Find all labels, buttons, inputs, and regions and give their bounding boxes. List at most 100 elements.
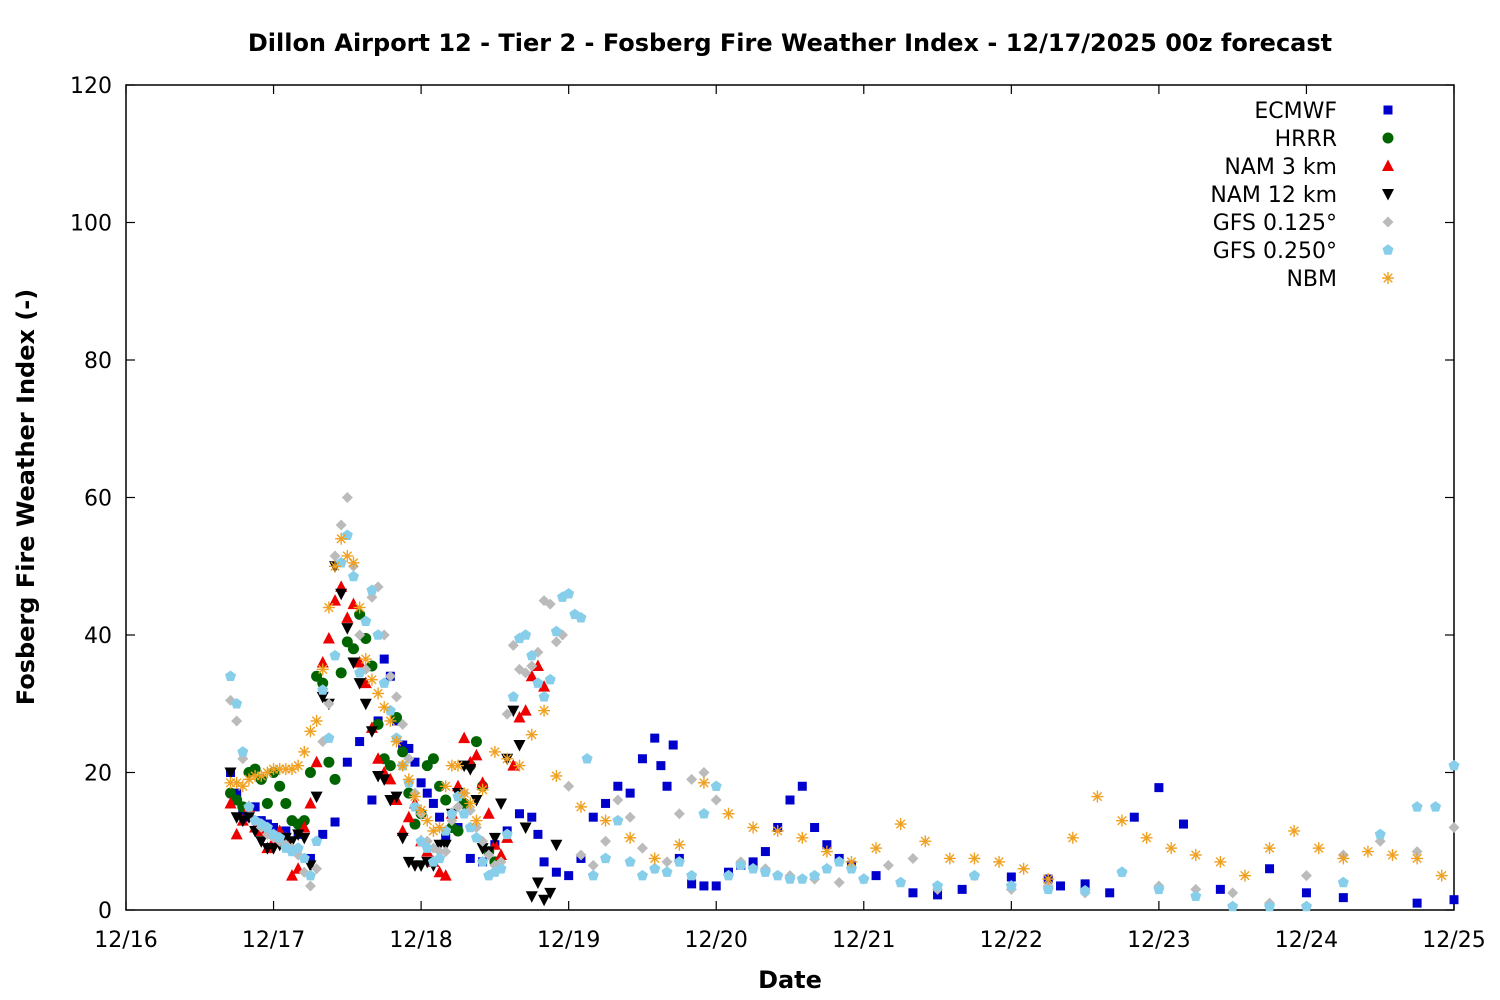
legend-label: GFS 0.250°	[1213, 239, 1337, 264]
data-point	[311, 863, 323, 875]
data-point	[396, 759, 409, 772]
data-point	[408, 790, 421, 803]
data-point	[550, 769, 563, 782]
data-point	[661, 856, 673, 868]
data-point	[433, 821, 446, 834]
data-point	[261, 821, 273, 833]
x-tick-label: 12/19	[537, 928, 600, 953]
data-point	[409, 801, 421, 812]
chart-title: Dillon Airport 12 - Tier 2 - Fosberg Fir…	[248, 29, 1332, 57]
data-point	[365, 726, 378, 738]
legend-label: NAM 12 km	[1210, 183, 1337, 208]
data-point	[575, 612, 587, 623]
data-point	[269, 823, 279, 832]
data-point	[298, 815, 310, 827]
data-point	[427, 753, 439, 765]
data-point	[329, 773, 341, 785]
data-point	[355, 737, 365, 747]
data-point	[519, 704, 532, 716]
data-point	[538, 894, 551, 907]
data-point	[871, 871, 881, 881]
data-point	[354, 667, 366, 678]
data-point	[507, 705, 520, 718]
data-point	[335, 667, 347, 679]
data-point	[231, 697, 243, 709]
y-tick-label: 40	[84, 624, 112, 649]
data-point	[601, 798, 611, 808]
data-point	[1411, 801, 1423, 812]
data-point	[612, 814, 624, 826]
data-point	[821, 862, 833, 874]
data-point	[520, 629, 532, 640]
data-point	[366, 584, 378, 595]
data-point	[1288, 824, 1301, 837]
data-point	[242, 773, 255, 786]
data-point	[673, 808, 685, 820]
x-tick-label: 12/16	[94, 928, 157, 953]
data-point	[224, 767, 237, 779]
data-point	[624, 856, 636, 867]
data-point	[668, 740, 678, 750]
data-point	[507, 691, 519, 702]
data-point	[550, 625, 562, 637]
y-tick-label: 100	[70, 212, 112, 237]
data-point	[232, 788, 242, 798]
data-point	[699, 881, 709, 891]
data-point	[316, 691, 329, 704]
data-point	[318, 829, 328, 839]
data-point	[428, 798, 438, 808]
data-point	[525, 669, 538, 682]
data-point	[501, 828, 513, 840]
data-point	[482, 807, 495, 819]
data-point	[544, 673, 556, 685]
data-point	[329, 594, 342, 606]
legend-label: ECMWF	[1254, 99, 1337, 124]
data-point	[882, 859, 894, 871]
data-point	[1300, 900, 1312, 912]
data-point	[274, 832, 286, 843]
data-point	[225, 670, 237, 681]
data-point	[310, 791, 323, 804]
data-point	[1435, 869, 1448, 882]
data-point	[735, 859, 747, 870]
data-point	[785, 795, 795, 805]
data-point	[391, 691, 403, 703]
data-point	[772, 869, 784, 881]
data-point	[323, 756, 335, 768]
data-point	[396, 832, 409, 845]
data-point	[833, 877, 845, 888]
data-point	[255, 769, 268, 782]
data-point	[415, 835, 427, 846]
data-point	[932, 880, 944, 891]
x-tick-label: 12/20	[685, 928, 748, 953]
data-point	[1190, 883, 1202, 895]
data-point	[446, 807, 458, 819]
data-point	[440, 794, 452, 806]
y-axis: 0 20 40 60 80 100 120	[70, 74, 1454, 924]
data-points	[224, 492, 1460, 912]
data-point	[317, 677, 329, 689]
data-point	[624, 831, 637, 844]
legend: ECMWF HRRR NAM 3 km NAM 12 km GFS 0.125° GFS …	[1210, 99, 1394, 292]
y-tick-label: 80	[84, 349, 112, 374]
data-point	[316, 656, 329, 668]
data-point	[330, 817, 340, 827]
data-point	[1338, 893, 1348, 903]
data-point	[458, 760, 471, 773]
data-point	[305, 853, 315, 863]
data-point	[600, 835, 612, 847]
data-point	[809, 869, 821, 881]
data-point	[519, 822, 532, 834]
data-point	[968, 869, 980, 881]
data-point	[470, 748, 483, 761]
data-point	[335, 519, 347, 531]
data-point	[242, 812, 255, 824]
data-point	[648, 852, 661, 865]
data-point	[710, 794, 722, 806]
data-point	[1265, 864, 1275, 874]
data-point	[525, 728, 538, 741]
data-point	[747, 821, 760, 834]
data-point	[1066, 831, 1079, 844]
legend-marker	[1382, 132, 1394, 144]
data-point	[488, 745, 501, 758]
